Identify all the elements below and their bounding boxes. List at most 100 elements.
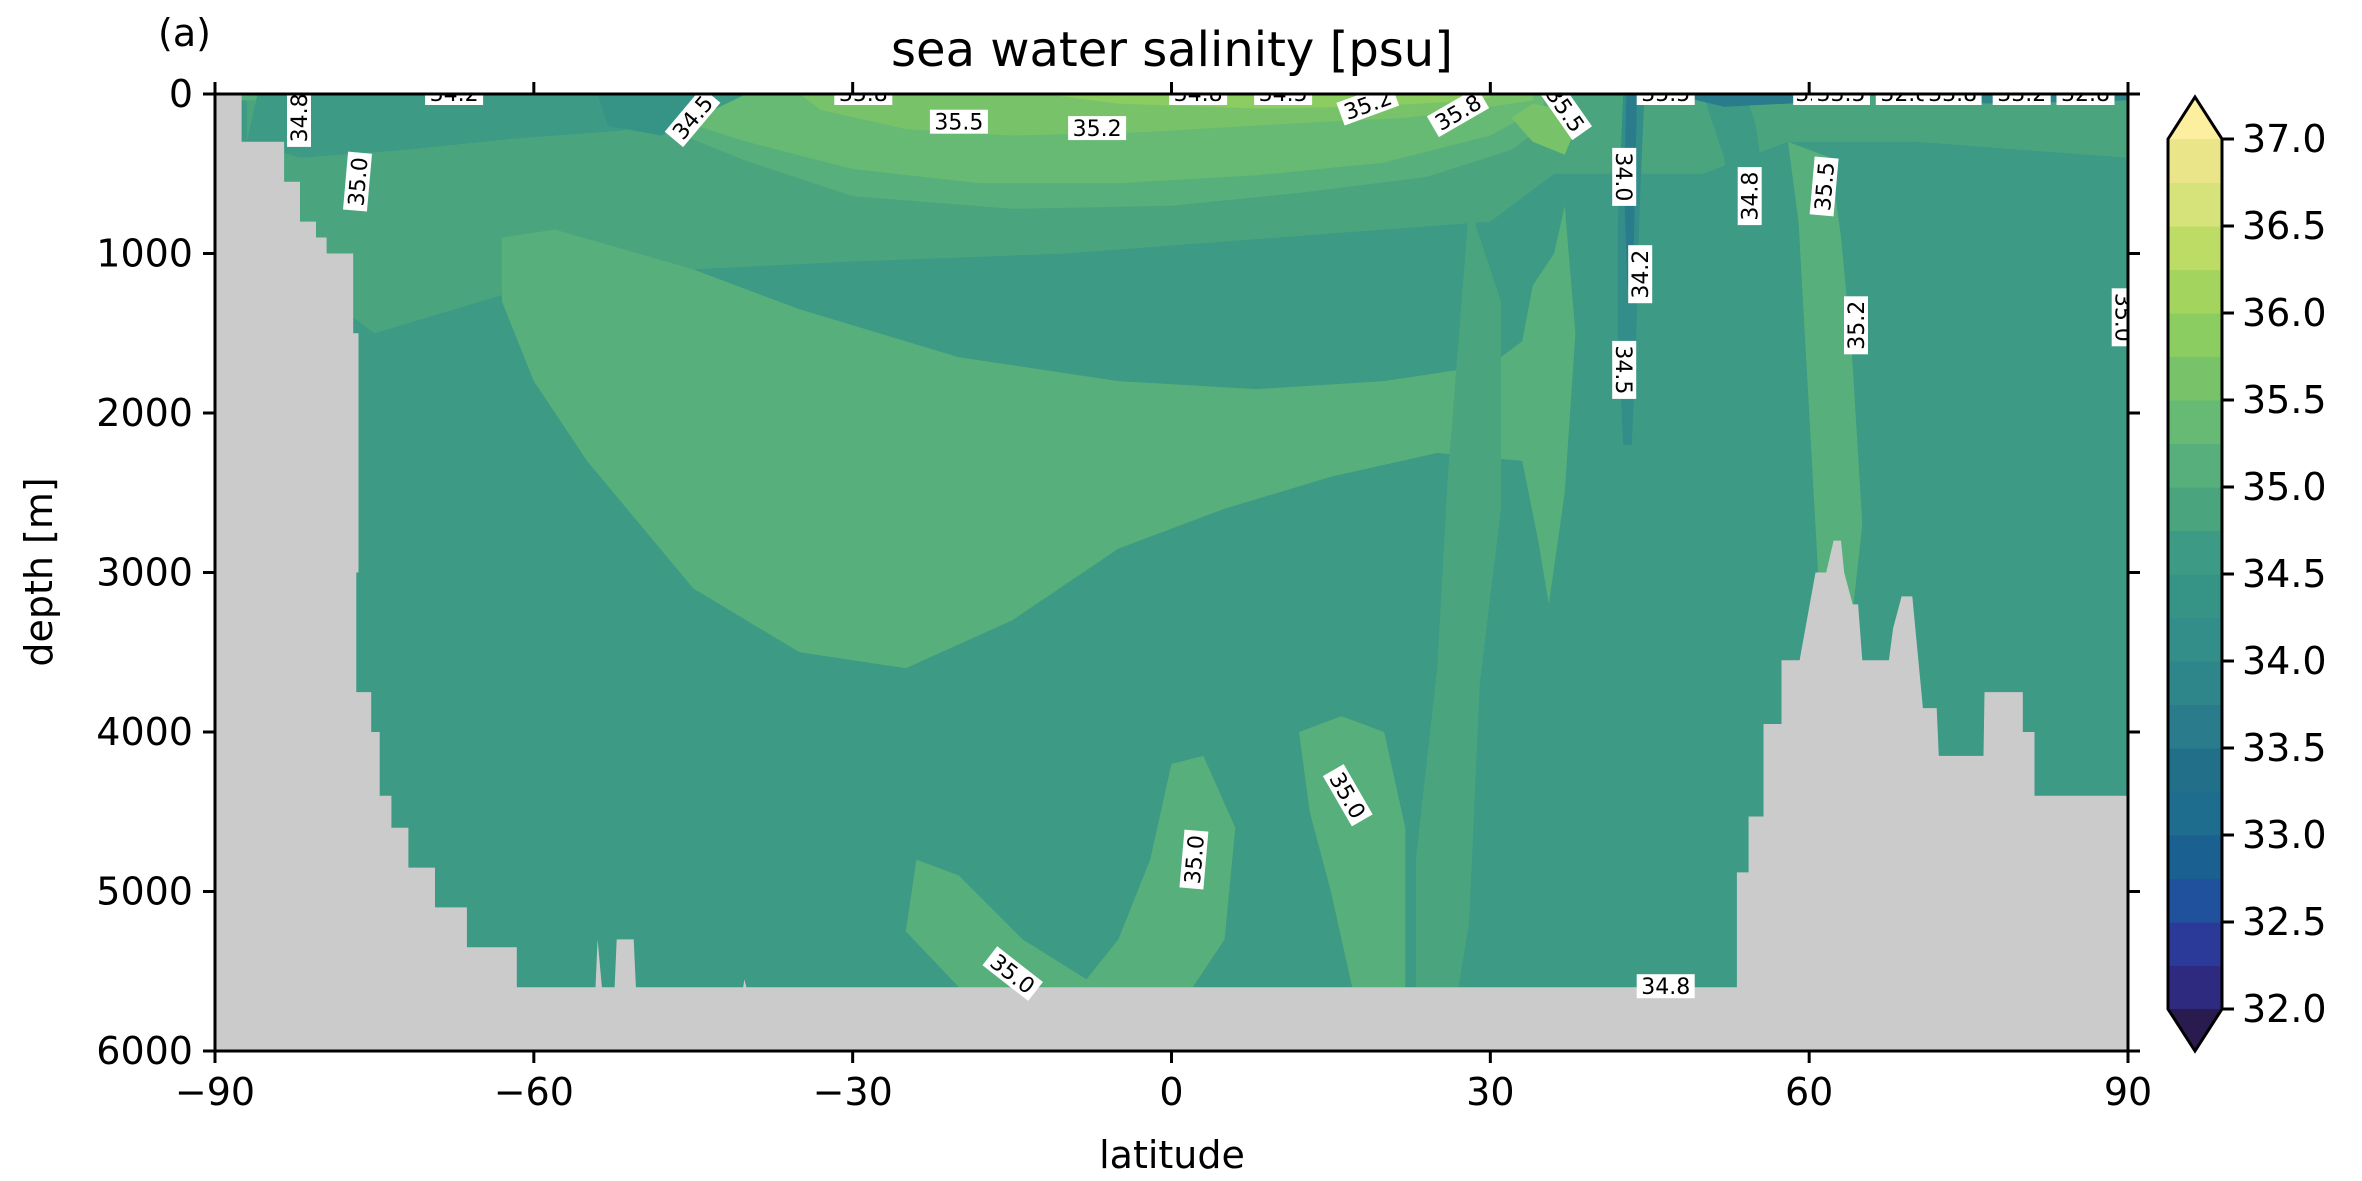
svg-text:34.8: 34.8 [1739, 172, 1764, 221]
chart-title: sea water salinity [psu] [891, 22, 1453, 78]
contour-label: 34.0 [1610, 147, 1637, 206]
contour-label: 34.2 [1628, 245, 1654, 304]
salinity-region [1299, 716, 1406, 988]
svg-text:35.2: 35.2 [1073, 117, 1122, 142]
svg-text:35.0: 35.0 [1181, 834, 1210, 885]
colorbar-tick-label: 36.5 [2242, 204, 2327, 248]
contour-label: 35.2 [1844, 296, 1870, 355]
colorbar-extend-min [2168, 1009, 2222, 1051]
contour-label: 34.8 [287, 93, 313, 147]
svg-text:34.2: 34.2 [1629, 250, 1654, 299]
contour-label: 34.8 [1737, 167, 1764, 226]
contour-label: 35.8 [834, 82, 893, 107]
colorbar-tick-label: 33.0 [2242, 813, 2327, 857]
colorbar-segment [2168, 356, 2222, 401]
svg-text:34.8: 34.8 [288, 93, 313, 142]
salinity-region [1702, 94, 1778, 366]
colorbar-segment [2168, 617, 2222, 662]
y-axis-label: depth [m] [17, 477, 61, 666]
colorbar-tick-label: 32.0 [2242, 987, 2327, 1031]
svg-text:35.0: 35.0 [2110, 293, 2135, 342]
colorbar-segment [2168, 182, 2222, 227]
svg-text:34.8: 34.8 [1174, 82, 1223, 107]
salinity-region [246, 94, 2128, 334]
colorbar-tick-label: 34.5 [2242, 552, 2327, 596]
salinity-contours [236, 94, 2128, 988]
colorbar-tick-label: 34.0 [2242, 639, 2327, 683]
contour-label: 33.5 [1812, 82, 1870, 107]
colorbar-segment [2168, 704, 2222, 749]
colorbar-segment [2168, 313, 2222, 358]
svg-text:35.5: 35.5 [1641, 82, 1690, 107]
y-tick-label: 0 [169, 72, 193, 116]
x-tick-label: −30 [813, 1070, 893, 1114]
salinity-region [501, 205, 1576, 669]
x-tick-label: −60 [494, 1070, 574, 1114]
contour-label: 35.0 [2110, 288, 2135, 347]
contour-label: 35.5 [1809, 156, 1840, 217]
colorbar-segment [2168, 791, 2222, 836]
contour-label: 34.8 [1169, 82, 1228, 107]
panel-label: (a) [158, 11, 211, 55]
x-tick-label: 0 [1159, 1070, 1183, 1114]
y-tick-label: 1000 [96, 232, 193, 276]
salinity-region [1787, 141, 1863, 621]
colorbar-segment [2168, 922, 2222, 967]
y-tick-label: 2000 [96, 391, 193, 435]
x-axis: −90 −60 −30 0 30 60 90 [175, 82, 2152, 1114]
svg-text:32.8: 32.8 [2061, 82, 2110, 107]
contour-label: 34.8 [1636, 974, 1695, 1000]
x-tick-label: 60 [1785, 1070, 1833, 1114]
colorbar-segment [2168, 965, 2222, 1010]
x-tick-label: −90 [175, 1070, 255, 1114]
svg-text:32.8: 32.8 [1880, 82, 1929, 107]
y-tick-label: 6000 [96, 1029, 193, 1073]
salinity-region [905, 755, 1236, 988]
contour-label: 35.0 [343, 151, 374, 212]
svg-text:34.5: 34.5 [1610, 345, 1635, 394]
svg-text:35.2: 35.2 [1845, 301, 1870, 350]
contour-label: 32.8 [2056, 82, 2115, 107]
colorbar-segment [2168, 487, 2222, 532]
colorbar-segment [2168, 748, 2222, 793]
svg-text:34.8: 34.8 [1641, 975, 1690, 1000]
colorbar-tick-label: 33.5 [2242, 726, 2327, 770]
svg-text:34.2: 34.2 [430, 82, 479, 107]
contour-label: 35.0 [1179, 829, 1210, 890]
colorbar-segment [2168, 443, 2222, 488]
salinity-region [1415, 205, 1501, 988]
colorbar-extend-max [2168, 97, 2222, 139]
contour-label: 32.8 [1875, 82, 1934, 107]
colorbar-tick-label: 35.0 [2242, 465, 2327, 509]
colorbar-segment [2168, 226, 2222, 271]
contour-label: 34.2 [425, 82, 484, 107]
colorbar: 32.0 32.5 33.0 33.5 34.0 34.5 35.0 35.5 36.0 36.5… [2166, 94, 2327, 1054]
colorbar-segment [2168, 530, 2222, 575]
seafloor-topography [215, 94, 2128, 1051]
svg-text:35.0: 35.0 [344, 156, 373, 207]
colorbar-segment [2168, 878, 2222, 923]
svg-text:34.0: 34.0 [1610, 152, 1635, 201]
colorbar-tick-label: 37.0 [2242, 117, 2327, 161]
colorbar-tick-label: 35.5 [2242, 378, 2327, 422]
y-tick-label: 3000 [96, 551, 193, 595]
colorbar-tick-label: 36.0 [2242, 291, 2327, 335]
svg-text:33.5: 33.5 [1817, 82, 1866, 107]
svg-text:35.8: 35.8 [839, 82, 888, 107]
svg-text:33.8: 33.8 [1928, 82, 1977, 107]
svg-text:35.5: 35.5 [934, 111, 983, 136]
contour-label: 34.5 [1254, 94, 1313, 107]
contour-label: 35.5 [929, 109, 988, 136]
colorbar-segment [2168, 661, 2222, 706]
contour-label: 33.8 [1923, 82, 1982, 107]
contour-labels: 34.8 34.2 34.5 35.835.5 35.234.8 34.5 35.2 35.8… [287, 82, 2135, 1001]
contour-label: 35.2 [1068, 116, 1127, 142]
colorbar-segment [2168, 269, 2222, 314]
colorbar-segment [2168, 139, 2222, 184]
plot-area: 34.8 34.2 34.5 35.835.5 35.234.8 34.5 35.2 35.8… [215, 82, 2135, 1051]
x-axis-label: latitude [1099, 1133, 1245, 1177]
contour-label: 33.2 [1992, 94, 2051, 107]
colorbar-segment [2168, 574, 2222, 619]
colorbar-segment [2168, 400, 2222, 445]
